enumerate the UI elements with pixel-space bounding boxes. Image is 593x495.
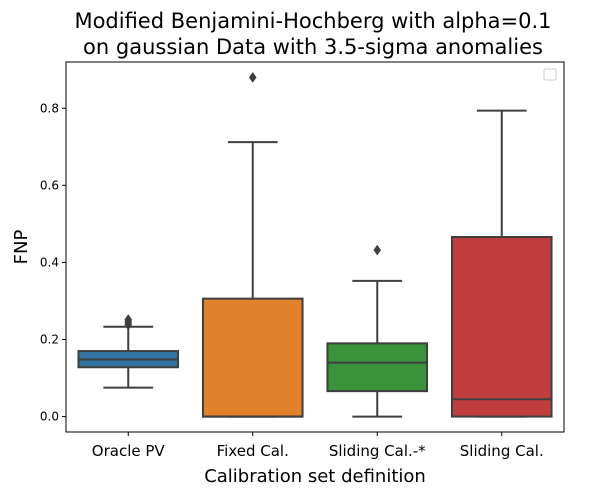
x-tick-label: Oracle PV (92, 442, 166, 460)
x-tick-label: Fixed Cal. (217, 442, 289, 460)
y-tick-label: 0.2 (40, 333, 59, 347)
box-group (450, 109, 553, 418)
chart-title-line-2: on gaussian Data with 3.5-sigma anomalie… (83, 35, 543, 59)
y-tick-label: 0.4 (40, 255, 59, 269)
y-tick-label: 0.0 (40, 410, 59, 424)
outlier-point (373, 244, 382, 256)
box (450, 235, 553, 418)
y-axis-label: FNP (11, 230, 32, 265)
x-tick-label: Sliding Cal.-* (329, 442, 426, 460)
y-tick-label: 0.8 (40, 101, 59, 115)
x-axis-label: Calibration set definition (204, 466, 426, 487)
y-tick-label: 0.6 (40, 178, 59, 192)
box (326, 342, 429, 393)
chart-title-line-1: Modified Benjamini-Hochberg with alpha=0… (74, 9, 551, 33)
box (201, 297, 304, 418)
legend-box (543, 68, 557, 81)
box-group (201, 71, 304, 418)
outlier-point (248, 71, 257, 83)
box-group (77, 314, 180, 389)
box-group (326, 244, 429, 418)
x-tick-label: Sliding Cal. (460, 442, 544, 460)
outlier-point (124, 314, 133, 325)
